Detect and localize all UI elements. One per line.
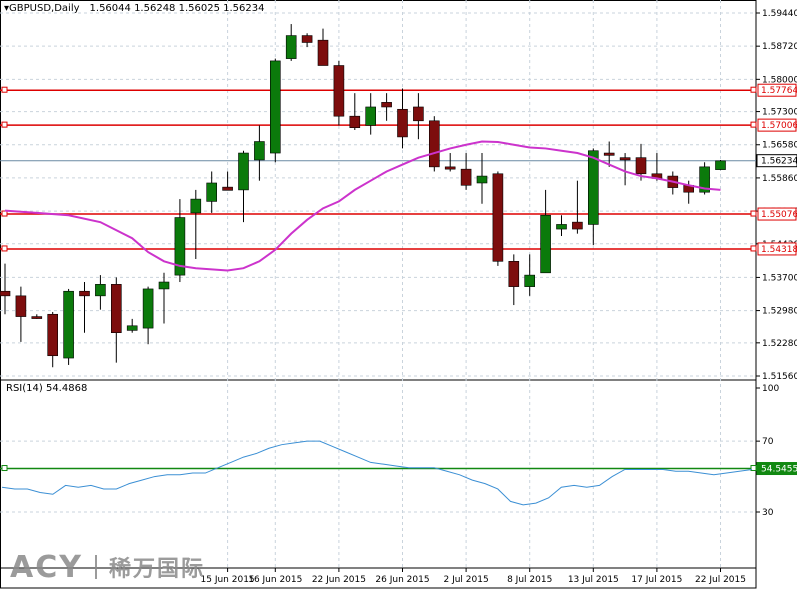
candle-body xyxy=(460,168,472,186)
candle-body xyxy=(206,182,217,202)
header-arrow-icon: ▾ xyxy=(4,3,10,14)
x-tick-label: 2 Jul 2015 xyxy=(443,575,488,585)
candle-body xyxy=(158,281,170,290)
candle-body xyxy=(174,217,186,276)
candle-body xyxy=(492,173,504,262)
level-handle xyxy=(1,86,8,93)
chart-header: ▾GBPUSD,Daily 1.56044 1.56248 1.56025 1.5… xyxy=(4,3,264,14)
x-tick-label: 15 Jun 2015 xyxy=(201,575,255,585)
level-label-box xyxy=(757,242,797,256)
y-tick-label: 1.57300 xyxy=(762,108,797,118)
candle-body xyxy=(47,313,59,357)
level-handle xyxy=(750,210,757,217)
y-tick-label: 1.52980 xyxy=(762,307,797,317)
level-handle xyxy=(750,245,757,252)
candle-body xyxy=(31,316,43,319)
candle-body xyxy=(556,224,567,230)
x-tick-label: 26 Jun 2015 xyxy=(375,575,429,585)
candle-body xyxy=(190,198,202,214)
candle-body xyxy=(317,39,329,66)
level-label: 1.57006 xyxy=(761,121,797,131)
candle-body xyxy=(508,260,520,287)
candle-body xyxy=(285,35,297,59)
watermark-brand: ACY xyxy=(10,549,83,585)
y-tick-label: 1.58720 xyxy=(762,42,797,52)
candle-body xyxy=(476,175,488,184)
current-price-box xyxy=(756,154,797,168)
candle-body xyxy=(603,152,615,156)
candle-body xyxy=(715,160,726,170)
candle-body xyxy=(254,141,265,161)
level-label: 1.55076 xyxy=(761,210,797,220)
y-tick-label: 1.51560 xyxy=(762,372,797,382)
x-tick-label: 17 Jul 2015 xyxy=(631,575,682,585)
rsi-level-handle xyxy=(750,465,757,472)
candle-body xyxy=(572,221,583,230)
candle-body xyxy=(333,65,345,117)
x-tick-label: 22 Jul 2015 xyxy=(695,575,746,585)
watermark-divider xyxy=(94,555,97,579)
candle-body xyxy=(381,102,392,108)
candle-body xyxy=(126,325,138,331)
x-tick-label: 22 Jun 2015 xyxy=(312,575,366,585)
candle-body xyxy=(413,106,424,122)
level-handle xyxy=(1,210,8,217)
watermark-cn: 稀万国际 xyxy=(108,557,205,582)
candle-body xyxy=(79,290,90,297)
level-handle xyxy=(750,86,757,93)
x-tick-label: 16 Jun 2015 xyxy=(248,575,302,585)
candle-body xyxy=(365,106,377,126)
candle-body xyxy=(428,120,440,168)
watermark-logo: ACY 稀万国际 xyxy=(10,548,205,586)
y-tick-label: 1.52280 xyxy=(762,339,797,349)
candle-body xyxy=(63,290,74,359)
symbol-label: GBPUSD,Daily xyxy=(9,3,80,14)
candle-body xyxy=(540,214,551,274)
level-handle xyxy=(750,121,757,128)
rsi-y-tick-label: 70 xyxy=(762,437,774,447)
candle-body xyxy=(444,166,456,170)
rsi-level-box xyxy=(756,462,797,476)
rsi-level-handle xyxy=(1,465,8,472)
rsi-level-label: 54.5455 xyxy=(761,465,797,475)
candle-body xyxy=(15,295,27,317)
candle-body xyxy=(222,186,233,191)
rsi-line xyxy=(1,440,753,506)
rsi-label: RSI(14) 54.4868 xyxy=(6,383,88,394)
level-label-box xyxy=(757,83,797,97)
moving-average-line xyxy=(4,140,721,272)
level-label-box xyxy=(757,207,797,221)
candle-body xyxy=(111,284,122,333)
level-label: 1.54318 xyxy=(761,245,797,255)
candle-body xyxy=(238,152,249,191)
level-label-box xyxy=(757,118,797,132)
level-handle xyxy=(1,121,8,128)
level-label: 1.57764 xyxy=(761,86,797,96)
candle-body xyxy=(524,274,536,287)
rsi-y-tick-label: 100 xyxy=(762,384,779,394)
y-tick-label: 1.55860 xyxy=(762,174,797,184)
candle-body xyxy=(699,166,710,193)
candle-body xyxy=(0,290,11,297)
candle-body xyxy=(619,157,631,161)
y-tick-label: 1.56580 xyxy=(762,141,797,151)
candle-body xyxy=(269,60,281,154)
candle-body xyxy=(397,108,408,138)
y-tick-label: 1.58000 xyxy=(762,75,797,85)
rsi-y-tick-label: 30 xyxy=(762,508,774,518)
current-price-label: 1.56234 xyxy=(761,157,797,167)
y-tick-label: 1.59440 xyxy=(762,9,797,19)
candle-body xyxy=(635,157,647,175)
candle-body xyxy=(95,284,106,297)
candle-body xyxy=(301,35,313,43)
ohlc-values: 1.56044 1.56248 1.56025 1.56234 xyxy=(89,3,265,14)
candle-body xyxy=(142,288,154,329)
candle-body xyxy=(587,150,599,225)
candle-body xyxy=(349,115,361,129)
x-tick-label: 8 Jul 2015 xyxy=(507,575,552,585)
x-tick-label: 13 Jul 2015 xyxy=(568,575,619,585)
level-handle xyxy=(1,245,8,252)
y-tick-label: 1.53700 xyxy=(762,273,797,283)
